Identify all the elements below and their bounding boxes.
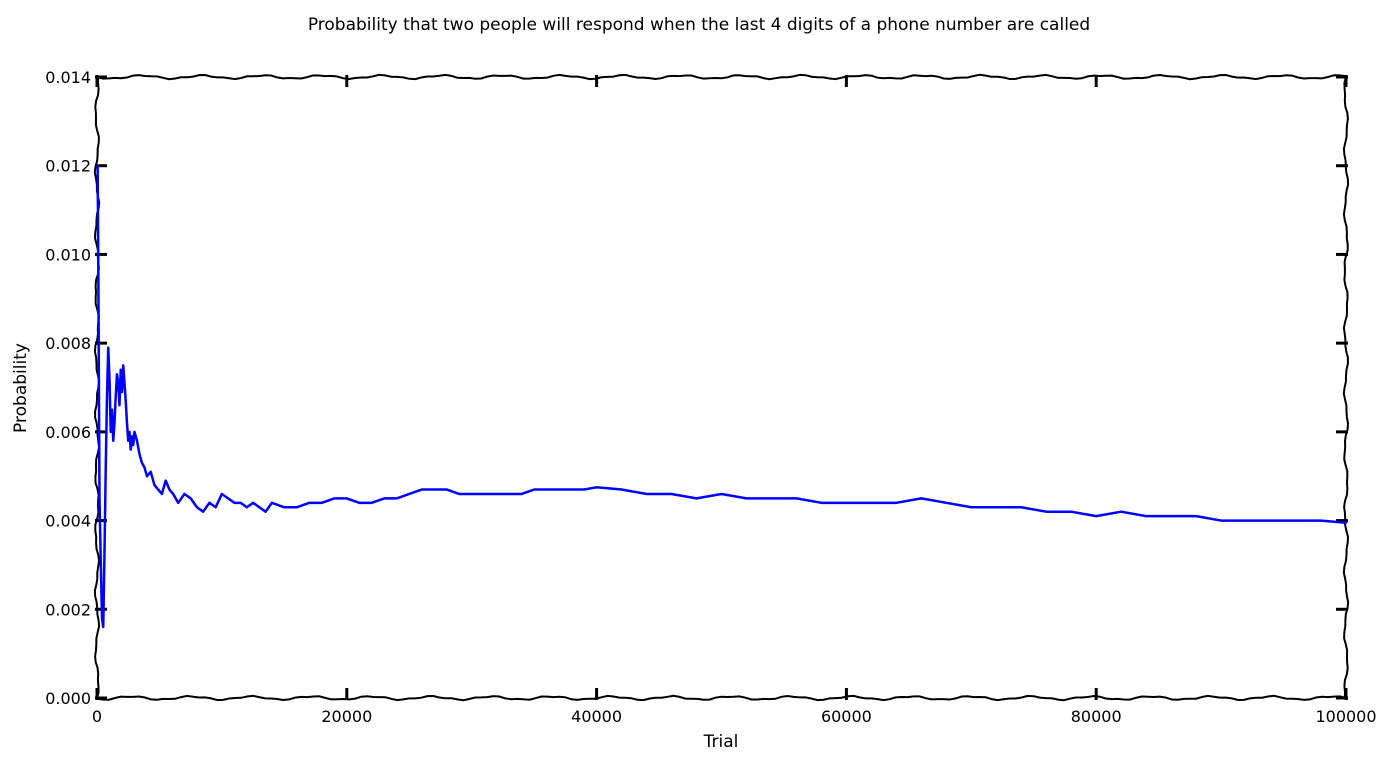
x-tick-label: 20000 xyxy=(321,707,372,726)
plot-frame-right xyxy=(1342,76,1350,699)
y-tick-label: 0.012 xyxy=(45,157,91,176)
y-tick-label: 0.014 xyxy=(45,68,91,87)
y-tick-label: 0.008 xyxy=(45,334,91,353)
y-tick-label: 0.006 xyxy=(45,423,91,442)
y-tick-label: 0.002 xyxy=(45,600,91,619)
chart-title: Probability that two people will respond… xyxy=(308,15,1090,35)
x-tick-label: 80000 xyxy=(1071,707,1122,726)
axis-ticks xyxy=(95,75,1348,700)
y-tick-label: 0.004 xyxy=(45,512,91,531)
y-tick-label: 0.010 xyxy=(45,245,91,264)
plot-frame xyxy=(93,73,1350,702)
plot-frame-bottom xyxy=(96,694,1347,702)
x-axis-title: Trial xyxy=(703,732,739,752)
plot-frame-top xyxy=(96,73,1347,81)
series-layer xyxy=(96,164,1348,629)
x-tick-label: 100000 xyxy=(1315,707,1376,726)
x-tick-label: 0 xyxy=(92,707,102,726)
x-tick-label: 60000 xyxy=(821,707,872,726)
y-tick-label: 0.000 xyxy=(45,689,91,708)
x-tick-labels: 0 20000 40000 60000 80000 100000 xyxy=(92,707,1377,726)
y-tick-labels: 0.000 0.002 0.004 0.006 0.008 0.010 0.012 0.014 xyxy=(45,68,91,708)
y-axis-title: Probability xyxy=(11,343,31,433)
x-tick-label: 40000 xyxy=(571,707,622,726)
series-line xyxy=(96,164,1348,629)
